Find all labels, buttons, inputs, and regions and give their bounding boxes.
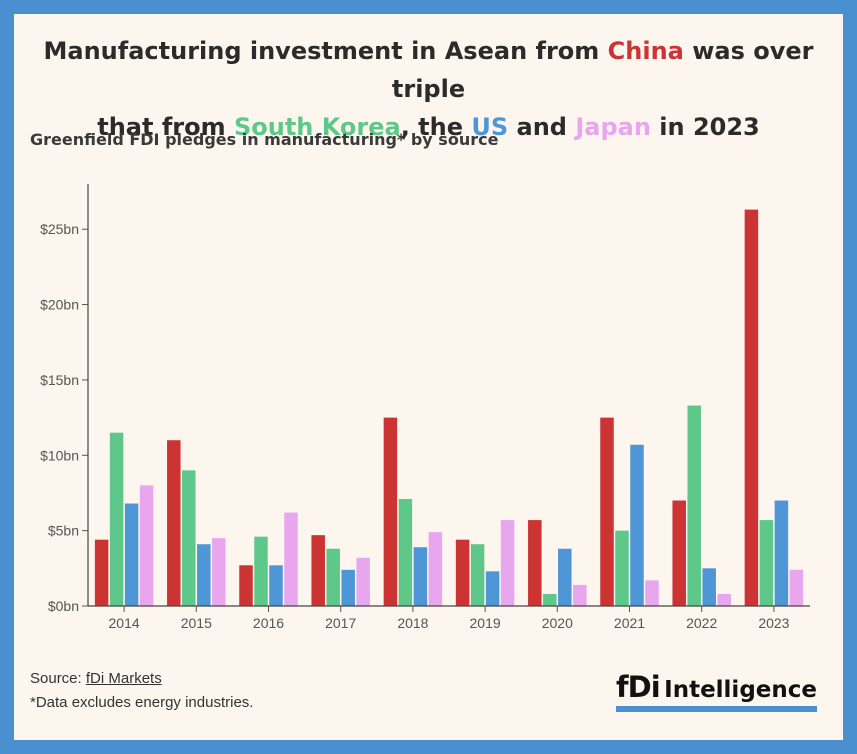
logo-text: Intelligence [664, 677, 817, 703]
title-text: that from [97, 113, 234, 141]
title-text: Manufacturing investment in Asean from [43, 37, 608, 65]
y-tick-label: $10bn [40, 447, 79, 463]
bar-china-2015 [167, 440, 181, 606]
title-south-korea: South Korea [233, 113, 401, 141]
bar-south-korea-2021 [615, 530, 629, 606]
bar-china-2022 [672, 500, 686, 606]
bar-us-2019 [485, 571, 500, 606]
title-japan: Japan [575, 113, 651, 141]
y-tick-label: $5bn [48, 523, 79, 539]
bar-south-korea-2018 [398, 498, 413, 606]
bar-south-korea-2016 [254, 536, 268, 606]
bar-china-2018 [383, 417, 398, 606]
bar-us-2020 [558, 548, 572, 606]
bar-south-korea-2017 [326, 548, 340, 606]
bar-us-2018 [413, 547, 428, 606]
bar-us-2016 [269, 565, 283, 606]
bar-us-2014 [124, 503, 139, 606]
source-link[interactable]: fDi Markets [85, 670, 162, 687]
title-text: in 2023 [650, 113, 760, 141]
bar-south-korea-2023 [759, 520, 774, 606]
bar-china-2014 [94, 539, 109, 606]
fdi-intelligence-logo: fDi Intelligence [616, 670, 817, 712]
bar-japan-2018 [428, 532, 443, 606]
x-tick-label: 2015 [181, 615, 212, 631]
x-tick-label: 2018 [397, 615, 428, 631]
bar-japan-2017 [356, 557, 370, 606]
x-tick-label: 2017 [325, 615, 356, 631]
bar-japan-2015 [212, 538, 226, 606]
x-tick-label: 2021 [614, 615, 645, 631]
bar-china-2019 [455, 539, 470, 606]
bar-us-2015 [197, 544, 211, 606]
title-text: , the [400, 113, 472, 141]
bar-china-2021 [600, 417, 614, 606]
x-tick-label: 2019 [470, 615, 501, 631]
title-text: and [508, 113, 576, 141]
bar-japan-2023 [789, 569, 804, 606]
bar-china-2023 [744, 209, 759, 606]
y-tick-label: $15bn [40, 372, 79, 388]
bar-china-2017 [311, 535, 325, 606]
bar-south-korea-2020 [543, 593, 557, 606]
logo-mark: fDi [616, 670, 661, 704]
bar-south-korea-2015 [182, 470, 196, 606]
bar-us-2021 [630, 444, 644, 606]
bar-china-2016 [239, 565, 253, 606]
y-tick-label: $0bn [48, 598, 79, 614]
logo-underline [616, 706, 817, 712]
x-tick-label: 2020 [542, 615, 573, 631]
bar-japan-2016 [284, 512, 298, 606]
x-tick-label: 2022 [686, 615, 717, 631]
x-tick-label: 2014 [109, 615, 140, 631]
bar-japan-2014 [139, 485, 154, 606]
title-china: China [607, 37, 684, 65]
bar-us-2022 [702, 568, 716, 606]
x-tick-label: 2016 [253, 615, 284, 631]
y-tick-label: $20bn [40, 297, 79, 313]
bar-chart: $0bn $5bn $10bn $15bn $20bn $25bn 2014 2015 2016… [40, 184, 810, 631]
chart-subtitle: Greenfield FDI pledges in manufacturing*… [30, 130, 499, 149]
source-line: Source: fDi Markets [30, 670, 162, 687]
bar-south-korea-2014 [109, 432, 124, 606]
y-tick-label: $25bn [40, 221, 79, 237]
chart-card: Manufacturing investment in Asean from C… [14, 14, 843, 740]
bar-japan-2022 [717, 593, 731, 606]
bar-japan-2019 [500, 520, 515, 606]
footnote: *Data excludes energy industries. [30, 694, 254, 711]
bar-us-2017 [341, 569, 355, 606]
bar-japan-2021 [645, 580, 659, 606]
source-label: Source: [30, 670, 86, 687]
bar-japan-2020 [573, 584, 587, 606]
chart-title: Manufacturing investment in Asean from C… [14, 32, 843, 146]
bar-us-2023 [774, 500, 789, 606]
title-us: US [471, 113, 509, 141]
bar-south-korea-2022 [687, 405, 701, 606]
title-text: was over triple [391, 37, 814, 103]
x-tick-label: 2023 [758, 615, 789, 631]
bar-china-2020 [528, 520, 542, 606]
bar-south-korea-2019 [470, 544, 485, 606]
